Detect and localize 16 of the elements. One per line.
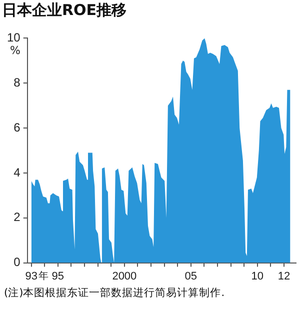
y-tick-label: 8: [14, 75, 21, 90]
y-tick-label: 6: [14, 120, 21, 134]
y-tick-label: 4: [14, 165, 21, 180]
x-tick-label: 10: [251, 270, 264, 282]
x-tick-label: 93: [25, 270, 38, 282]
x-tick-label: 05: [184, 270, 198, 282]
y-tick-label: 2: [14, 210, 21, 224]
chart-title: 日本企业ROE推移: [2, 1, 127, 20]
x-axis-title: 年: [38, 270, 48, 283]
y-tick-label: 0: [14, 255, 21, 270]
x-tick-label: 12: [278, 270, 290, 282]
x-tick-label: 2000: [112, 270, 137, 282]
y-tick-label: 10: [6, 30, 21, 45]
text: (注)本图根据东证一部数据进行简易计算制作.: [4, 286, 225, 300]
y-axis-title: %: [10, 44, 20, 57]
x-tick-label: 95: [52, 270, 64, 282]
